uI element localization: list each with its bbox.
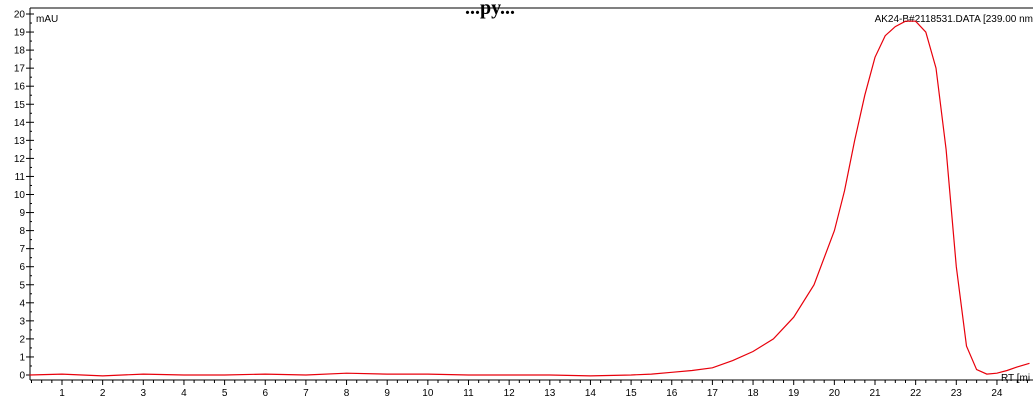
x-tick-label: 20 [829, 388, 841, 399]
y-tick-label: 13 [14, 136, 26, 147]
x-tick-label: 12 [504, 388, 516, 399]
chart-title: ...py... [465, 0, 515, 19]
x-tick-label: 5 [222, 388, 228, 399]
x-tick-label: 2 [100, 388, 106, 399]
x-tick-label: 17 [707, 388, 719, 399]
x-tick-label: 24 [991, 388, 1003, 399]
y-tick-label: 20 [14, 10, 26, 21]
y-axis-label: mAU [36, 14, 58, 25]
series-line [29, 20, 1030, 377]
y-tick-label: 18 [14, 46, 26, 57]
x-tick-label: 13 [544, 388, 556, 399]
legend-entry: AK24-B#2118531.DATA [239.00 nm [875, 14, 1033, 25]
x-tick-label: 7 [303, 388, 309, 399]
y-tick-label: 17 [14, 64, 26, 75]
x-tick-label: 3 [141, 388, 147, 399]
x-tick-label: 11 [463, 388, 474, 399]
x-tick-label: 8 [344, 388, 350, 399]
y-tick-label: 3 [19, 316, 25, 327]
y-tick-label: 8 [19, 226, 25, 237]
x-tick-label: 14 [585, 388, 597, 399]
y-tick-label: 15 [14, 100, 26, 111]
y-tick-label: 16 [14, 82, 26, 93]
x-tick-label: 15 [626, 388, 638, 399]
y-tick-label: 11 [15, 172, 26, 183]
x-tick-label: 18 [747, 388, 759, 399]
x-axis-ticks: 1 2 3 4 5 6 7 8 9 10 11 12 13 14 15 16 17 18 19 20 21 22 23 24 [31, 380, 1028, 399]
x-tick-label: 4 [181, 388, 187, 399]
y-tick-label: 6 [19, 262, 25, 273]
y-tick-label: 12 [14, 154, 26, 165]
x-tick-label: 6 [262, 388, 268, 399]
x-tick-label: 16 [666, 388, 678, 399]
x-tick-label: 22 [910, 388, 922, 399]
x-tick-label: 9 [384, 388, 390, 399]
x-axis-label: RT [mi [1001, 373, 1030, 384]
y-tick-label: 1 [19, 352, 25, 363]
y-tick-label: 2 [19, 334, 25, 345]
y-tick-label: 9 [19, 208, 25, 219]
x-tick-label: 23 [951, 388, 963, 399]
x-tick-label: 21 [869, 388, 881, 399]
y-tick-label: 10 [14, 190, 26, 201]
y-tick-label: 4 [19, 298, 25, 309]
x-tick-label: 1 [59, 388, 65, 399]
y-tick-label: 5 [19, 280, 25, 291]
y-tick-label: 19 [14, 28, 26, 39]
x-tick-label: 10 [422, 388, 434, 399]
y-tick-label: 0 [19, 371, 25, 382]
y-tick-label: 14 [14, 118, 26, 129]
x-tick-label: 19 [788, 388, 800, 399]
y-tick-label: 7 [19, 244, 25, 255]
